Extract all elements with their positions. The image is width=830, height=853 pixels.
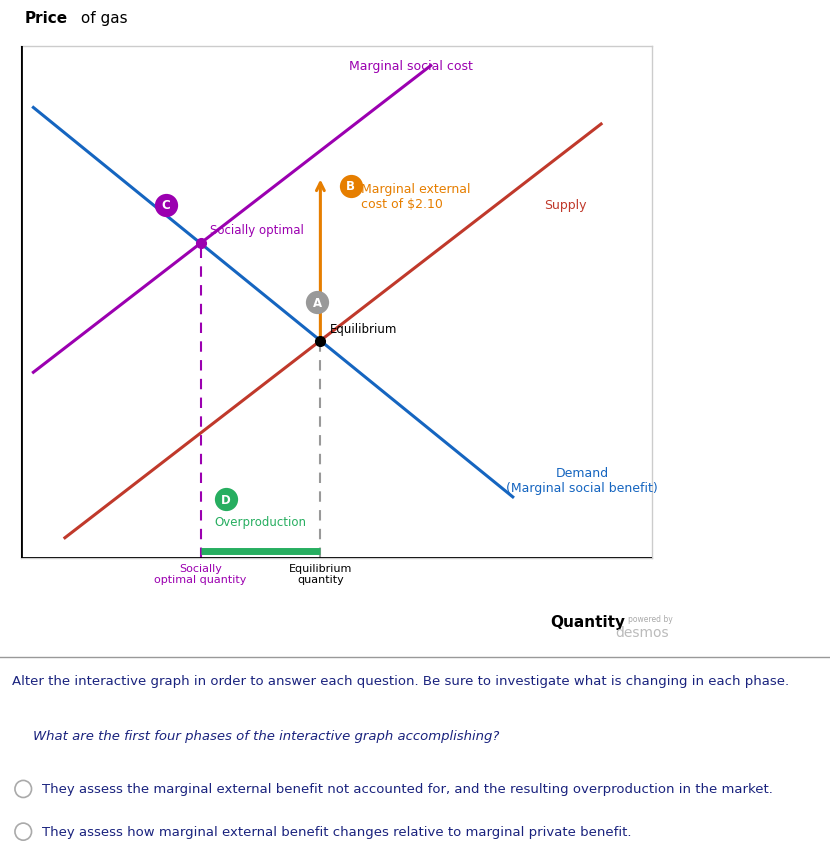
Text: They assess how marginal external benefit changes relative to marginal private b: They assess how marginal external benefi… (42, 825, 631, 838)
Text: Socially
optimal quantity: Socially optimal quantity (154, 563, 247, 584)
Text: Marginal external
cost of $2.10: Marginal external cost of $2.10 (361, 183, 471, 211)
Text: powered by: powered by (627, 614, 672, 624)
Text: What are the first four phases of the interactive graph accomplishing?: What are the first four phases of the in… (33, 729, 500, 742)
Text: Price: Price (25, 10, 68, 26)
Text: Marginal social cost: Marginal social cost (349, 60, 472, 73)
Text: of gas: of gas (76, 10, 128, 26)
Text: Equilibrium: Equilibrium (330, 323, 398, 336)
Text: Overproduction: Overproduction (214, 515, 306, 528)
Text: Equilibrium
quantity: Equilibrium quantity (289, 563, 352, 584)
Text: Alter the interactive graph in order to answer each question. Be sure to investi: Alter the interactive graph in order to … (12, 674, 789, 687)
Text: Socially optimal: Socially optimal (210, 223, 304, 236)
Text: B: B (346, 180, 355, 193)
Text: A: A (313, 296, 322, 310)
Text: Demand
(Marginal social benefit): Demand (Marginal social benefit) (506, 467, 658, 495)
Text: desmos: desmos (615, 625, 669, 639)
Text: They assess the marginal external benefit not accounted for, and the resulting o: They assess the marginal external benefi… (42, 782, 773, 796)
Point (344, 180, 357, 194)
Text: Quantity: Quantity (550, 614, 626, 630)
Point (310, 296, 324, 310)
Text: C: C (162, 199, 170, 212)
Point (159, 199, 173, 212)
Text: Supply: Supply (544, 199, 587, 212)
Point (219, 493, 232, 507)
Text: D: D (221, 493, 231, 507)
